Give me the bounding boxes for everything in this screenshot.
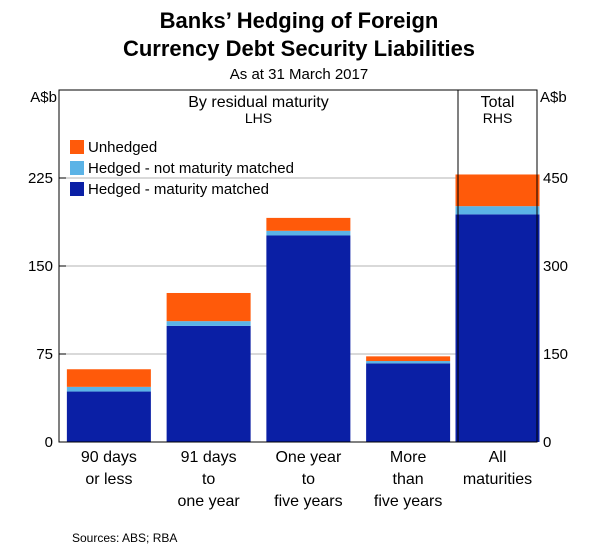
panel-title-left: By residual maturity	[188, 94, 329, 111]
x-tick-label: to	[302, 471, 315, 488]
bar-segment	[166, 321, 251, 326]
chart-title-line1: Banks’ Hedging of Foreign	[159, 8, 439, 33]
bar-segment	[266, 217, 351, 231]
bar-segment	[266, 235, 351, 442]
legend-label: Hedged - not maturity matched	[88, 160, 294, 177]
y-tick-label-right: 0	[543, 434, 551, 451]
bar-segment	[455, 206, 540, 215]
y-tick-label-left: 75	[36, 346, 53, 363]
x-tick-label: 91 days	[181, 449, 237, 466]
x-tick-label: to	[202, 471, 215, 488]
y-tick-label-left: 150	[28, 258, 53, 275]
bar-segment	[66, 391, 151, 442]
legend-swatch	[70, 161, 84, 175]
bar-segment	[166, 325, 251, 442]
bar-segment	[366, 363, 451, 442]
bar-segment	[455, 214, 540, 442]
y-axis-unit-left: A$b	[30, 89, 57, 106]
legend-swatch	[70, 182, 84, 196]
bar-segment	[266, 230, 351, 236]
y-tick-label-right: 450	[543, 170, 568, 187]
bar-segment	[366, 356, 451, 362]
chart-subtitle: As at 31 March 2017	[229, 66, 369, 83]
y-axis-unit-right: A$b	[540, 89, 567, 106]
source-note: Sources: ABS; RBA	[72, 531, 178, 545]
x-tick-label: five years	[274, 493, 342, 510]
y-tick-label-left: 0	[45, 434, 53, 451]
bar-segment	[166, 292, 251, 322]
x-tick-label: All	[489, 449, 507, 466]
y-tick-label-left: 225	[28, 170, 53, 187]
bar-segment	[66, 369, 151, 387]
x-tick-label: or less	[85, 471, 132, 488]
x-tick-label: More	[390, 449, 427, 466]
x-tick-label: than	[393, 471, 424, 488]
legend-swatch	[70, 140, 84, 154]
x-tick-label: five years	[374, 493, 442, 510]
x-tick-label: 90 days	[81, 449, 137, 466]
panel-title-right: Total	[481, 94, 515, 111]
bar-segment	[366, 361, 451, 364]
legend-label: Unhedged	[88, 139, 157, 156]
bar-segment	[66, 386, 151, 392]
x-tick-label: maturities	[463, 471, 532, 488]
panel-axis-note-right: RHS	[483, 110, 513, 126]
legend-label: Hedged - maturity matched	[88, 181, 269, 198]
y-tick-label-right: 300	[543, 258, 568, 275]
chart-title-line2: Currency Debt Security Liabilities	[122, 36, 476, 61]
x-tick-label: one year	[177, 493, 240, 510]
plot-frame	[58, 89, 538, 443]
x-tick-label: One year	[275, 449, 341, 466]
y-tick-label-right: 150	[543, 346, 568, 363]
panel-axis-note-left: LHS	[245, 110, 272, 126]
bar-segment	[455, 174, 540, 207]
